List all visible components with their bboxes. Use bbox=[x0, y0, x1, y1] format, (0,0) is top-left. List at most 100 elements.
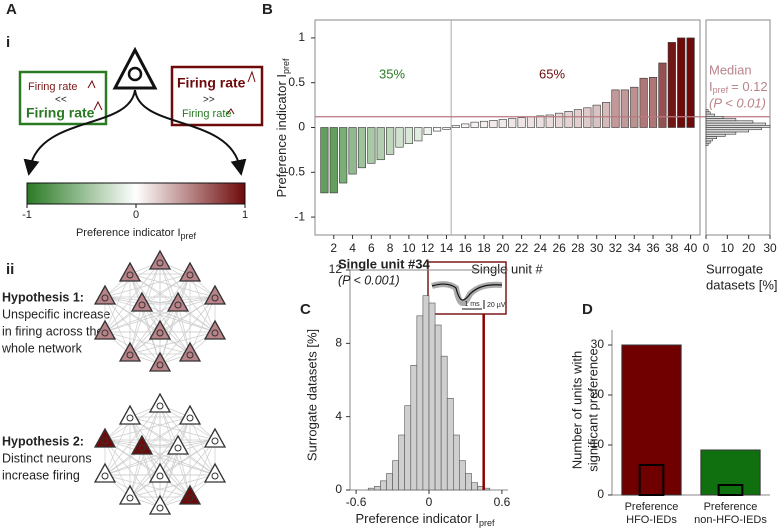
neuron-nucleus bbox=[174, 444, 182, 452]
neuron-nucleus bbox=[138, 301, 146, 309]
neuron-nucleus bbox=[101, 437, 109, 445]
x-tick-label: 0 bbox=[426, 495, 433, 509]
histogram-bar bbox=[705, 138, 713, 142]
connection bbox=[129, 416, 191, 498]
x-tick-label: 24 bbox=[534, 241, 548, 255]
bar bbox=[686, 37, 695, 128]
bar bbox=[414, 127, 423, 142]
histogram-bar bbox=[404, 405, 412, 491]
histogram-bar bbox=[416, 315, 424, 491]
firing-rate: Firing rate bbox=[182, 108, 232, 120]
hypothesis-text: increase firing bbox=[2, 468, 80, 482]
x-tick-label: 20 bbox=[742, 241, 756, 255]
histogram-bar bbox=[705, 116, 724, 119]
x-axis-label: Single unit # bbox=[471, 261, 543, 276]
bar bbox=[564, 111, 573, 128]
y-tick-label: 12 bbox=[329, 262, 343, 276]
connection bbox=[141, 303, 191, 355]
neuron-nucleus bbox=[127, 66, 143, 82]
x-tick-label: Preference bbox=[625, 501, 679, 513]
panel-label: D bbox=[582, 301, 593, 318]
connection bbox=[129, 303, 179, 355]
x-axis-label-sub: pref bbox=[479, 518, 495, 528]
bar bbox=[423, 127, 432, 135]
connection bbox=[104, 273, 191, 298]
x-tick-label: 12 bbox=[421, 241, 435, 255]
chart-title: Single unit #34 bbox=[338, 256, 431, 271]
x-tick-label: 10 bbox=[402, 241, 416, 255]
colorbar-label-sub: pref bbox=[181, 231, 197, 241]
neuron-nucleus bbox=[156, 472, 164, 480]
bar bbox=[498, 119, 507, 128]
x-tick-label: Preference bbox=[704, 501, 758, 513]
connection bbox=[189, 416, 216, 476]
histogram-bar bbox=[428, 302, 436, 491]
connection bbox=[159, 296, 216, 365]
connection bbox=[129, 474, 216, 498]
histogram-bar bbox=[705, 127, 762, 131]
histogram-bar bbox=[705, 133, 726, 137]
x-tick-label: 2 bbox=[330, 241, 337, 255]
neuron-nucleus bbox=[174, 301, 182, 309]
median-label: Median bbox=[709, 62, 752, 77]
y-tick-label: 30 bbox=[591, 337, 605, 351]
firing-rate: Firing rate bbox=[177, 75, 246, 91]
y-axis-label: Preference indicator Ipref bbox=[274, 58, 291, 198]
histogram-bar bbox=[465, 473, 472, 491]
box-right bbox=[170, 65, 264, 127]
histogram-bar bbox=[392, 460, 399, 491]
median-label: Ipref = 0.12 bbox=[709, 79, 768, 95]
x-tick-label: 18 bbox=[477, 241, 491, 255]
neuron-nucleus bbox=[156, 361, 164, 369]
y-tick-label: -0.5 bbox=[284, 164, 305, 178]
y-axis-label: significant preference bbox=[585, 348, 600, 472]
bar bbox=[433, 127, 442, 132]
connection bbox=[189, 273, 216, 333]
connection bbox=[104, 439, 216, 476]
histogram-bar bbox=[705, 113, 715, 117]
connection bbox=[104, 331, 191, 355]
connection bbox=[129, 416, 216, 441]
histogram-bar bbox=[410, 365, 418, 491]
arrow bbox=[134, 89, 247, 176]
histogram-bar bbox=[705, 109, 709, 113]
histogram-bar bbox=[374, 486, 381, 491]
bar bbox=[658, 62, 667, 128]
bar bbox=[442, 127, 451, 130]
bar bbox=[357, 127, 367, 169]
colorbar-label: Preference indicator Ipref bbox=[76, 227, 197, 241]
neuron-nucleus bbox=[126, 494, 134, 502]
x-tick-label: 20 bbox=[496, 241, 510, 255]
histogram-bar bbox=[705, 142, 709, 146]
connection bbox=[129, 446, 179, 498]
connection bbox=[129, 273, 191, 355]
connection bbox=[104, 474, 191, 498]
hypothesis-text: Distinct neurons bbox=[2, 451, 92, 465]
chart-subtitle: (P < 0.001) bbox=[338, 273, 400, 287]
bar bbox=[517, 117, 526, 128]
bar bbox=[479, 120, 489, 128]
histogram-bar bbox=[386, 473, 393, 491]
network bbox=[93, 249, 227, 372]
y-tick-label: 0.5 bbox=[288, 75, 305, 89]
box-left bbox=[18, 70, 108, 126]
bar bbox=[404, 127, 413, 144]
neuron-nucleus bbox=[101, 329, 109, 337]
connection bbox=[104, 446, 179, 476]
bar bbox=[611, 89, 620, 128]
bar bbox=[320, 127, 329, 194]
connection bbox=[141, 446, 216, 476]
connection bbox=[104, 416, 191, 441]
hypothesis-text: whole network bbox=[1, 341, 83, 355]
histogram-bar bbox=[705, 118, 737, 122]
connection bbox=[129, 331, 216, 355]
histogram-bar bbox=[705, 140, 711, 144]
histogram-bar bbox=[705, 111, 711, 115]
neuron-nucleus bbox=[156, 402, 164, 410]
neuron-nucleus bbox=[138, 444, 146, 452]
sub-label: i bbox=[6, 34, 10, 51]
connection bbox=[104, 416, 131, 476]
firing-rate: Firing rate bbox=[26, 105, 95, 121]
bar bbox=[602, 102, 611, 128]
hypothesis-title: Hypothesis 2: bbox=[2, 434, 84, 448]
